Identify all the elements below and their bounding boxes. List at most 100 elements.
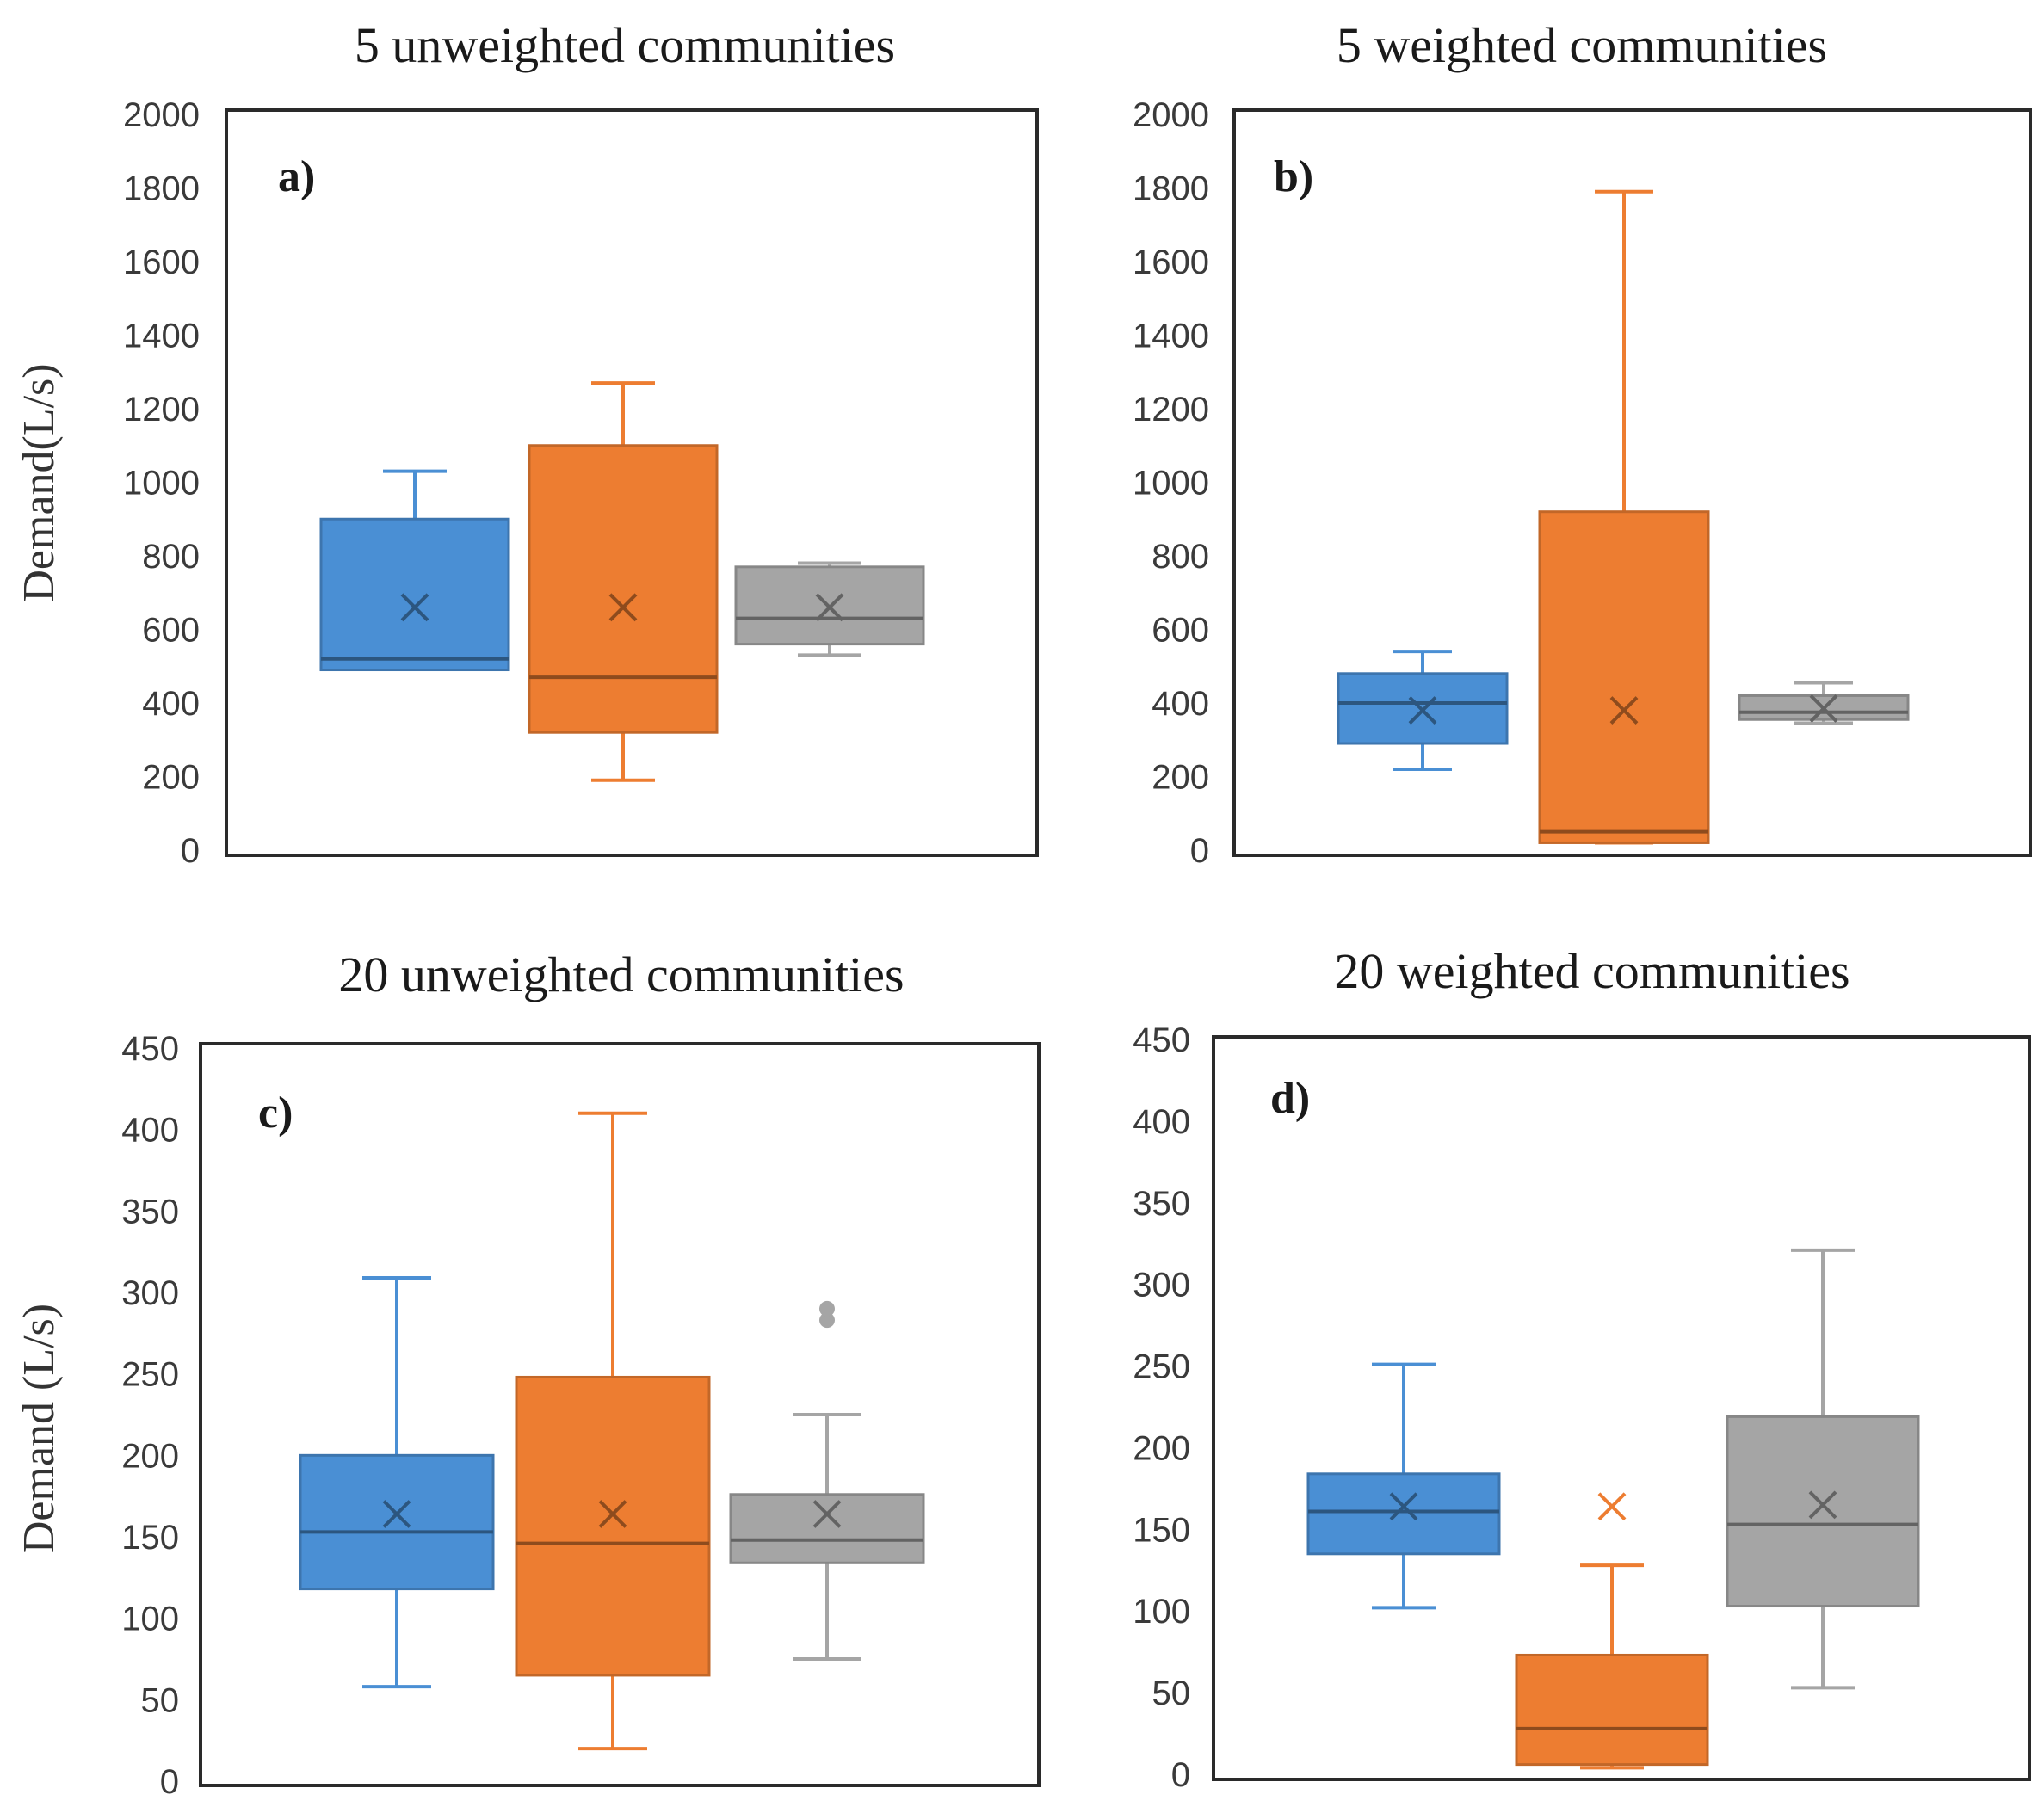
y-tick-label: 400 bbox=[1152, 685, 1209, 723]
y-ticks-d: 0 50 100 150 200 250 300 350 400 450 bbox=[1133, 1021, 1190, 1794]
iqr-box bbox=[319, 517, 510, 672]
iqr-box bbox=[1726, 1415, 1920, 1608]
box-1 bbox=[319, 469, 510, 672]
y-tick-label: 2000 bbox=[123, 96, 200, 134]
mean-marker bbox=[812, 1500, 842, 1528]
y-tick-label: 1200 bbox=[1133, 391, 1209, 429]
plot-area-b bbox=[1232, 108, 2032, 857]
y-tick-label: 1800 bbox=[123, 170, 200, 208]
y-tick-label: 600 bbox=[1152, 612, 1209, 650]
mean-marker bbox=[608, 593, 638, 622]
plot-area-c bbox=[199, 1042, 1041, 1787]
y-tick-label: 1600 bbox=[1133, 244, 1209, 281]
y-tick-label: 300 bbox=[121, 1274, 179, 1312]
y-tick-label: 1200 bbox=[123, 391, 200, 429]
y-tick-label: 0 bbox=[160, 1763, 179, 1801]
y-tick-label: 1800 bbox=[1133, 170, 1209, 208]
plot-area-a bbox=[225, 108, 1039, 857]
y-tick-label: 450 bbox=[121, 1030, 179, 1068]
mean-marker bbox=[598, 1500, 627, 1528]
y-tick-label: 0 bbox=[181, 832, 200, 870]
y-tick-label: 800 bbox=[1152, 538, 1209, 576]
iqr-box bbox=[299, 1453, 495, 1591]
box-3 bbox=[1738, 681, 1910, 725]
y-tick-label: 0 bbox=[1171, 1756, 1190, 1794]
mean-marker bbox=[1609, 696, 1639, 725]
outlier-point bbox=[819, 1312, 835, 1329]
box-2 bbox=[515, 1111, 711, 1751]
mean-marker bbox=[400, 593, 429, 622]
iqr-box bbox=[729, 1493, 925, 1564]
chart-title-d: 20 weighted communities bbox=[1334, 943, 1849, 999]
chart-title-a: 5 unweighted communities bbox=[355, 17, 895, 73]
mean-marker bbox=[1809, 694, 1838, 723]
box-3 bbox=[729, 1300, 925, 1661]
panel-a: 5 unweighted communities a) Demand(L/s) … bbox=[15, 17, 1039, 870]
y-tick-label: 350 bbox=[121, 1193, 179, 1230]
box-2 bbox=[1515, 1492, 1709, 1770]
iqr-box bbox=[515, 1375, 711, 1677]
y-ticks-a: 0 200 400 600 800 1000 1200 1400 1600 1800 2000 bbox=[123, 96, 200, 870]
iqr-box bbox=[1538, 510, 1710, 844]
outlier-point bbox=[819, 1300, 835, 1317]
boxes-d bbox=[1306, 1248, 1920, 1770]
box-3 bbox=[1726, 1248, 1920, 1690]
panel-c: 20 unweighted communities c) Demand (L/s… bbox=[15, 947, 1041, 1801]
y-tick-label: 50 bbox=[141, 1681, 180, 1719]
y-tick-label: 200 bbox=[121, 1437, 179, 1475]
y-tick-label: 350 bbox=[1133, 1185, 1190, 1223]
y-tick-label: 400 bbox=[121, 1112, 179, 1150]
boxes-b bbox=[1337, 189, 1910, 845]
panel-label-c: c) bbox=[258, 1089, 293, 1138]
iqr-box bbox=[528, 444, 719, 734]
chart-title-c: 20 unweighted communities bbox=[338, 947, 904, 1002]
y-tick-label: 50 bbox=[1152, 1674, 1191, 1712]
y-tick-label: 450 bbox=[1133, 1021, 1190, 1059]
chart-title-b: 5 weighted communities bbox=[1337, 17, 1827, 73]
y-tick-label: 1000 bbox=[123, 465, 200, 503]
y-tick-label: 150 bbox=[121, 1519, 179, 1557]
mean-marker bbox=[815, 593, 844, 622]
box-1 bbox=[1306, 1362, 1501, 1610]
plot-area-d bbox=[1212, 1035, 2031, 1781]
box-3 bbox=[734, 561, 925, 657]
panel-label-b: b) bbox=[1274, 152, 1313, 201]
y-tick-label: 1600 bbox=[123, 244, 200, 281]
mean-marker bbox=[1808, 1490, 1837, 1520]
box-1 bbox=[299, 1275, 495, 1689]
y-tick-label: 200 bbox=[142, 759, 200, 797]
y-tick-label: 100 bbox=[121, 1600, 179, 1638]
box-1 bbox=[1337, 650, 1509, 771]
y-tick-label: 250 bbox=[121, 1356, 179, 1394]
y-tick-label: 100 bbox=[1133, 1593, 1190, 1631]
y-tick-label: 300 bbox=[1133, 1267, 1190, 1304]
box-2 bbox=[528, 381, 719, 782]
y-tick-label: 150 bbox=[1133, 1511, 1190, 1549]
y-tick-label: 2000 bbox=[1133, 96, 1209, 134]
box-2 bbox=[1538, 189, 1710, 845]
mean-marker bbox=[1389, 1492, 1418, 1521]
panel-label-a: a) bbox=[278, 152, 315, 201]
y-tick-label: 800 bbox=[142, 538, 200, 576]
mean-marker bbox=[1597, 1492, 1627, 1521]
mean-marker bbox=[1408, 696, 1437, 725]
y-tick-label: 1400 bbox=[1133, 318, 1209, 355]
y-tick-label: 1000 bbox=[1133, 465, 1209, 503]
y-tick-label: 0 bbox=[1190, 832, 1209, 870]
iqr-box bbox=[1515, 1653, 1709, 1767]
boxes-c bbox=[299, 1111, 925, 1751]
y-tick-label: 400 bbox=[1133, 1103, 1190, 1141]
panel-d: 20 weighted communities d) 0 50 100 150 200 2… bbox=[1133, 943, 2031, 1794]
panel-label-d: d) bbox=[1270, 1074, 1310, 1123]
y-axis-label-c: Demand (L/s) bbox=[15, 1304, 64, 1553]
y-axis-label-a: Demand(L/s) bbox=[15, 363, 64, 601]
panel-b: 5 weighted communities b) 0 200 400 600 800 1… bbox=[1133, 17, 2032, 870]
y-tick-label: 250 bbox=[1133, 1348, 1190, 1386]
y-ticks-b: 0 200 400 600 800 1000 1200 1400 1600 1800 2000 bbox=[1133, 96, 1209, 870]
y-tick-label: 1400 bbox=[123, 318, 200, 355]
y-tick-label: 400 bbox=[142, 685, 200, 723]
y-tick-label: 200 bbox=[1152, 759, 1209, 797]
iqr-box bbox=[1306, 1472, 1501, 1556]
mean-marker bbox=[382, 1500, 411, 1528]
